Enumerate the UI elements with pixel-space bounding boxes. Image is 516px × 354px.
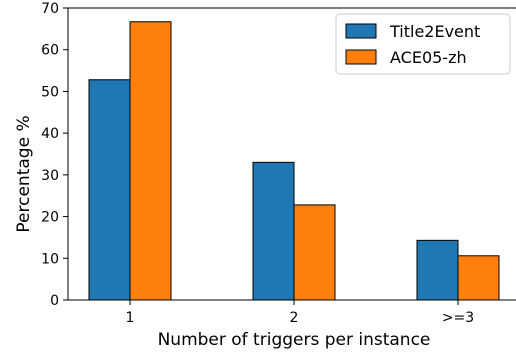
legend: Title2Event ACE05-zh [335, 13, 511, 75]
bars [88, 21, 500, 301]
bar-ace05-zh-0 [129, 21, 172, 301]
x-axis-label: Number of triggers per instance [158, 330, 431, 350]
legend-label: Title2Event [389, 22, 480, 41]
y-axis-label: Percentage % [14, 115, 34, 232]
y-tick-label: 0 [50, 293, 59, 309]
legend-swatch [345, 23, 377, 39]
legend-box [335, 13, 511, 75]
x-axis: 1 2 >=3 [126, 300, 474, 326]
y-tick-label: 40 [41, 126, 59, 142]
y-axis: 0 10 20 30 40 50 60 70 [41, 1, 68, 309]
bar-title2event-0 [88, 79, 131, 301]
x-tick-label: 1 [126, 310, 135, 326]
legend-label: ACE05-zh [390, 48, 467, 67]
bar-title2event-1 [252, 161, 295, 301]
bar-ace05-zh-1 [293, 204, 336, 301]
y-tick-label: 70 [41, 1, 59, 17]
bar-title2event-2 [416, 239, 459, 301]
y-tick-label: 20 [41, 210, 59, 226]
bar-ace05-zh-2 [457, 255, 500, 301]
x-tick-label: >=3 [442, 310, 474, 326]
x-tick-label: 2 [290, 310, 299, 326]
y-tick-label: 10 [41, 251, 59, 267]
y-tick-label: 30 [41, 168, 59, 184]
legend-swatch [345, 49, 377, 65]
y-tick-label: 50 [41, 84, 59, 100]
y-tick-label: 60 [41, 43, 59, 59]
